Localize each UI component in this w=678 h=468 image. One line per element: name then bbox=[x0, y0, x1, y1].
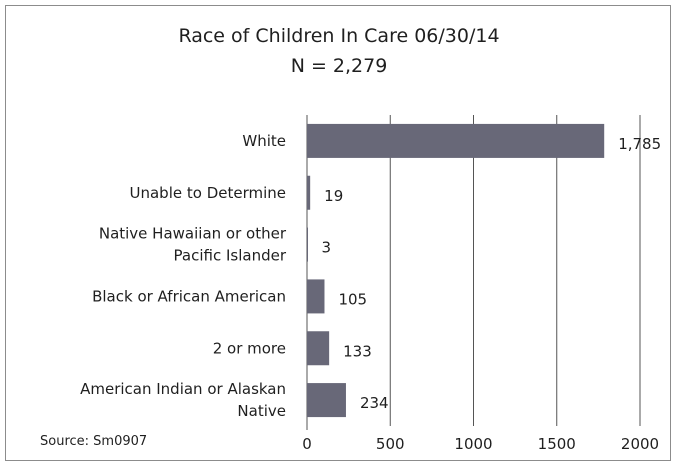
category-label: Unable to Determine bbox=[130, 184, 287, 202]
bar bbox=[307, 383, 346, 418]
bar bbox=[307, 331, 330, 366]
value-label: 133 bbox=[343, 342, 372, 360]
x-tick-label: 1000 bbox=[454, 435, 492, 453]
value-label: 19 bbox=[324, 187, 343, 205]
x-tick-label: 2000 bbox=[621, 435, 659, 453]
chart-source: Source: Sm0907 bbox=[40, 434, 148, 449]
chart-subtitle: N = 2,279 bbox=[290, 55, 388, 77]
category-label: White bbox=[242, 132, 286, 150]
x-tick-label: 1500 bbox=[538, 435, 576, 453]
bar bbox=[307, 123, 605, 158]
bar bbox=[307, 227, 308, 262]
value-label: 105 bbox=[338, 290, 367, 308]
value-label: 234 bbox=[360, 394, 389, 412]
x-tick-label: 0 bbox=[302, 435, 312, 453]
bar bbox=[307, 279, 325, 314]
category-label: Black or African American bbox=[92, 287, 286, 305]
chart-title: Race of Children In Care 06/30/14 bbox=[178, 25, 500, 47]
bar bbox=[307, 175, 311, 210]
value-label: 3 bbox=[321, 239, 331, 257]
category-label: Native Hawaiian or other Pacific Islander bbox=[99, 225, 287, 265]
category-label: 2 or more bbox=[213, 339, 286, 357]
value-label: 1,785 bbox=[618, 135, 661, 153]
x-tick-label: 500 bbox=[376, 435, 405, 453]
category-label: American Indian or Alaskan Native bbox=[80, 380, 286, 420]
